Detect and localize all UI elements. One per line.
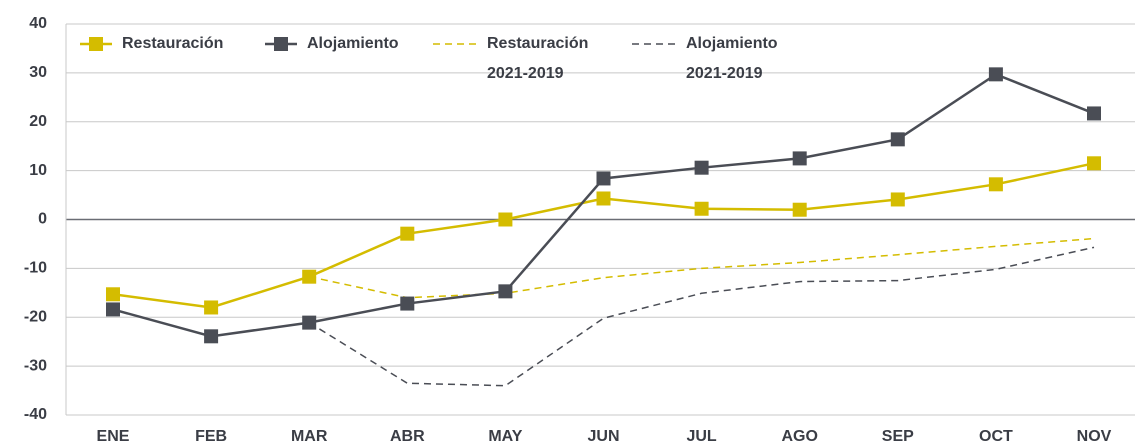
y-tick-label: 20 [29,113,47,130]
x-tick-label: AGO [781,428,817,445]
series-line [309,237,1095,299]
legend-swatch [80,37,112,51]
marker [792,151,807,166]
y-tick-label: -30 [24,357,47,374]
y-tick-label: 0 [38,211,47,228]
marker [302,315,317,330]
marker [204,329,219,344]
legend-label: Alojamiento 2021-2019 [686,35,778,82]
legend-marker [274,37,288,51]
x-tick-label: NOV [1077,428,1112,445]
x-tick-label: MAY [488,428,522,445]
marker [890,192,905,207]
legend-item: Alojamiento 2021-2019 [630,29,806,89]
marker [988,67,1003,82]
x-tick-label: JUN [587,428,619,445]
x-tick-label: JUL [686,428,716,445]
marker [1087,156,1101,171]
marker [498,212,513,227]
marker [596,191,611,206]
y-tick-label: 30 [29,64,47,81]
legend-item: Alojamiento [263,29,399,59]
legend-swatch [433,43,479,45]
x-tick-label: OCT [979,428,1013,445]
marker [694,201,709,216]
x-tick-label: ABR [390,428,425,445]
legend-item: Restauración 2021-2019 [431,29,607,89]
marker [694,160,709,175]
marker [400,226,415,241]
marker [498,284,513,299]
marker [302,269,317,284]
marker [596,171,611,186]
marker [890,132,905,147]
marker [792,202,807,217]
x-tick-label: SEP [882,428,914,445]
x-tick-label: MAR [291,428,328,445]
legend-swatch [265,37,297,51]
y-tick-label: -10 [24,260,47,277]
marker [988,177,1003,192]
legend-marker [89,37,103,51]
marker [106,302,120,317]
marker [400,296,415,311]
y-tick-label: 10 [29,162,47,179]
y-tick-label: 40 [29,15,47,32]
legend-item: Restauración [78,29,223,59]
y-tick-label: -40 [24,406,47,423]
legend-label: Alojamiento [307,35,399,52]
y-tick-label: -20 [24,308,47,325]
marker [204,300,219,315]
x-tick-label: FEB [195,428,227,445]
marker [1087,106,1101,121]
legend-label: Restauración 2021-2019 [487,35,589,82]
series-line [308,246,1095,387]
legend-swatch [632,43,678,45]
marker [106,287,120,302]
x-tick-label: ENE [97,428,130,445]
legend-label: Restauración [122,35,224,52]
